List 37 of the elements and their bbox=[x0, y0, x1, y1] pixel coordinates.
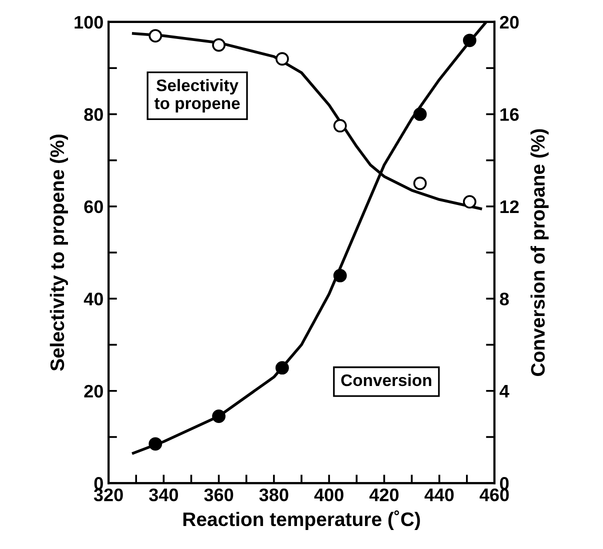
y-tick-label: 60 bbox=[84, 200, 103, 214]
point bbox=[333, 119, 347, 132]
point bbox=[275, 361, 289, 375]
x-tick-label: 340 bbox=[149, 488, 178, 502]
point bbox=[413, 107, 427, 121]
point bbox=[413, 176, 427, 190]
y2-axis-title: Conversion of propane (%) bbox=[530, 129, 549, 376]
annotation: Conversion bbox=[341, 374, 432, 386]
y2-tick-label: 20 bbox=[500, 16, 519, 29]
y-axis-title: Selectivity to propene (%) bbox=[50, 134, 68, 371]
point bbox=[462, 34, 476, 48]
y2-tick-label: 0 bbox=[500, 477, 509, 490]
point bbox=[333, 268, 347, 282]
point bbox=[462, 195, 476, 209]
y-tick-label: 20 bbox=[84, 384, 103, 398]
x-tick-label: 420 bbox=[369, 488, 399, 502]
y-tick-label: 40 bbox=[84, 292, 103, 306]
y-tick-label: 0 bbox=[94, 477, 103, 490]
x-tick-label: 380 bbox=[259, 488, 288, 502]
point bbox=[212, 38, 226, 52]
point bbox=[148, 437, 162, 451]
point bbox=[275, 52, 289, 66]
annotation: Selectivity to propene bbox=[154, 79, 240, 112]
point bbox=[212, 410, 226, 423]
y2-tick-label: 4 bbox=[500, 385, 510, 398]
x-tick-label: 360 bbox=[204, 488, 234, 502]
y2-tick-label: 16 bbox=[500, 108, 519, 121]
y-tick-label: 100 bbox=[74, 16, 103, 29]
x-axis-title: Reaction temperature (˚C) bbox=[183, 510, 420, 530]
x-tick-label: 320 bbox=[94, 488, 123, 502]
y2-tick-label: 8 bbox=[500, 292, 509, 306]
y-tick-label: 80 bbox=[84, 108, 103, 121]
y2-tick-label: 12 bbox=[500, 200, 519, 213]
point bbox=[148, 29, 162, 43]
x-tick-label: 460 bbox=[480, 488, 509, 502]
x-tick-label: 400 bbox=[314, 488, 344, 502]
x-tick-label: 440 bbox=[424, 488, 454, 502]
